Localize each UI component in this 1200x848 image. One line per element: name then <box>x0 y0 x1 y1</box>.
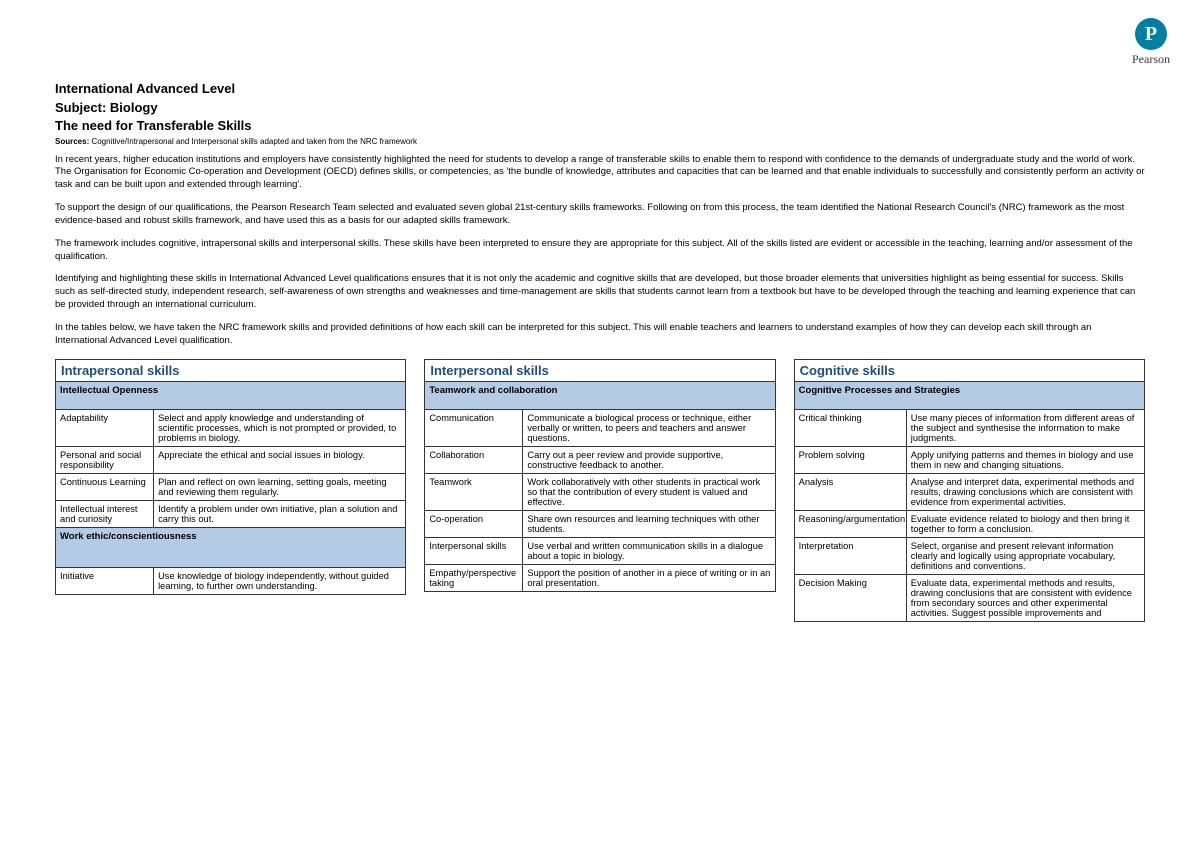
table-row: Intellectual interest and curiosityIdent… <box>56 501 406 528</box>
skill-name: Reasoning/argumentation <box>794 511 906 538</box>
intro-para-4: Identifying and highlighting these skill… <box>55 273 1145 311</box>
heading-subject: Subject: Biology <box>55 99 1145 117</box>
skill-desc: Use knowledge of biology independently, … <box>154 568 406 595</box>
interpersonal-table: Interpersonal skills Teamwork and collab… <box>424 359 775 592</box>
cognitive-subhead-1: Cognitive Processes and Strategies <box>794 382 1144 410</box>
table-row: AnalysisAnalyse and interpret data, expe… <box>794 474 1144 511</box>
intrapersonal-column: Intrapersonal skills Intellectual Openne… <box>55 359 406 622</box>
skill-name: Interpretation <box>794 538 906 575</box>
cognitive-title: Cognitive skills <box>794 360 1144 382</box>
skill-desc: Apply unifying patterns and themes in bi… <box>906 447 1144 474</box>
skill-name: Teamwork <box>425 474 523 511</box>
skill-name: Personal and social responsibility <box>56 447 154 474</box>
sources-label: Sources: <box>55 137 89 146</box>
intrapersonal-subhead-2: Work ethic/conscientiousness <box>56 528 406 568</box>
intrapersonal-table: Intrapersonal skills Intellectual Openne… <box>55 359 406 595</box>
skill-name: Critical thinking <box>794 410 906 447</box>
skill-name: Problem solving <box>794 447 906 474</box>
skill-desc: Communicate a biological process or tech… <box>523 410 775 447</box>
table-row: TeamworkWork collaboratively with other … <box>425 474 775 511</box>
skill-desc: Share own resources and learning techniq… <box>523 511 775 538</box>
skill-desc: Analyse and interpret data, experimental… <box>906 474 1144 511</box>
skill-desc: Select, organise and present relevant in… <box>906 538 1144 575</box>
cognitive-table: Cognitive skills Cognitive Processes and… <box>794 359 1145 622</box>
intro-para-5: In the tables below, we have taken the N… <box>55 322 1145 348</box>
skill-desc: Support the position of another in a pie… <box>523 565 775 592</box>
skill-name: Empathy/perspective taking <box>425 565 523 592</box>
pearson-logo: P Pearson <box>1132 18 1170 67</box>
interpersonal-title: Interpersonal skills <box>425 360 775 382</box>
cognitive-column: Cognitive skills Cognitive Processes and… <box>794 359 1145 622</box>
skill-desc: Plan and reflect on own learning, settin… <box>154 474 406 501</box>
skill-desc: Use verbal and written communication ski… <box>523 538 775 565</box>
table-row: Personal and social responsibilityApprec… <box>56 447 406 474</box>
sources-line: Sources: Cognitive/Intrapersonal and Int… <box>55 137 1145 146</box>
skill-name: Analysis <box>794 474 906 511</box>
skill-name: Initiative <box>56 568 154 595</box>
skill-name: Continuous Learning <box>56 474 154 501</box>
logo-mark: P <box>1135 18 1167 50</box>
skill-desc: Work collaboratively with other students… <box>523 474 775 511</box>
intro-para-1: In recent years, higher education instit… <box>55 154 1145 192</box>
skill-name: Communication <box>425 410 523 447</box>
intro-para-3: The framework includes cognitive, intrap… <box>55 238 1145 264</box>
skill-desc: Appreciate the ethical and social issues… <box>154 447 406 474</box>
skill-desc: Select and apply knowledge and understan… <box>154 410 406 447</box>
interpersonal-column: Interpersonal skills Teamwork and collab… <box>424 359 775 622</box>
intro-para-2: To support the design of our qualificati… <box>55 202 1145 228</box>
intrapersonal-title: Intrapersonal skills <box>56 360 406 382</box>
skill-name: Co-operation <box>425 511 523 538</box>
skill-desc: Evaluate evidence related to biology and… <box>906 511 1144 538</box>
skill-name: Interpersonal skills <box>425 538 523 565</box>
skill-name: Collaboration <box>425 447 523 474</box>
table-row: InitiativeUse knowledge of biology indep… <box>56 568 406 595</box>
table-row: Critical thinkingUse many pieces of info… <box>794 410 1144 447</box>
table-row: Problem solvingApply unifying patterns a… <box>794 447 1144 474</box>
sources-text: Cognitive/Intrapersonal and Interpersona… <box>89 137 417 146</box>
skill-desc: Carry out a peer review and provide supp… <box>523 447 775 474</box>
table-row: Empathy/perspective takingSupport the po… <box>425 565 775 592</box>
table-row: Reasoning/argumentationEvaluate evidence… <box>794 511 1144 538</box>
heading-title: The need for Transferable Skills <box>55 117 1145 135</box>
intrapersonal-subhead-1: Intellectual Openness <box>56 382 406 410</box>
skill-name: Adaptability <box>56 410 154 447</box>
skills-columns: Intrapersonal skills Intellectual Openne… <box>55 359 1145 622</box>
table-row: AdaptabilitySelect and apply knowledge a… <box>56 410 406 447</box>
table-row: CommunicationCommunicate a biological pr… <box>425 410 775 447</box>
skill-desc: Use many pieces of information from diff… <box>906 410 1144 447</box>
skill-name: Decision Making <box>794 575 906 622</box>
table-row: Decision MakingEvaluate data, experiment… <box>794 575 1144 622</box>
table-row: InterpretationSelect, organise and prese… <box>794 538 1144 575</box>
skill-desc: Identify a problem under own initiative,… <box>154 501 406 528</box>
table-row: Continuous LearningPlan and reflect on o… <box>56 474 406 501</box>
document-body: International Advanced Level Subject: Bi… <box>0 0 1200 642</box>
logo-text: Pearson <box>1132 52 1170 67</box>
table-row: CollaborationCarry out a peer review and… <box>425 447 775 474</box>
skill-name: Intellectual interest and curiosity <box>56 501 154 528</box>
interpersonal-subhead-1: Teamwork and collaboration <box>425 382 775 410</box>
table-row: Co-operationShare own resources and lear… <box>425 511 775 538</box>
heading-level: International Advanced Level <box>55 80 1145 98</box>
table-row: Interpersonal skillsUse verbal and writt… <box>425 538 775 565</box>
skill-desc: Evaluate data, experimental methods and … <box>906 575 1144 622</box>
